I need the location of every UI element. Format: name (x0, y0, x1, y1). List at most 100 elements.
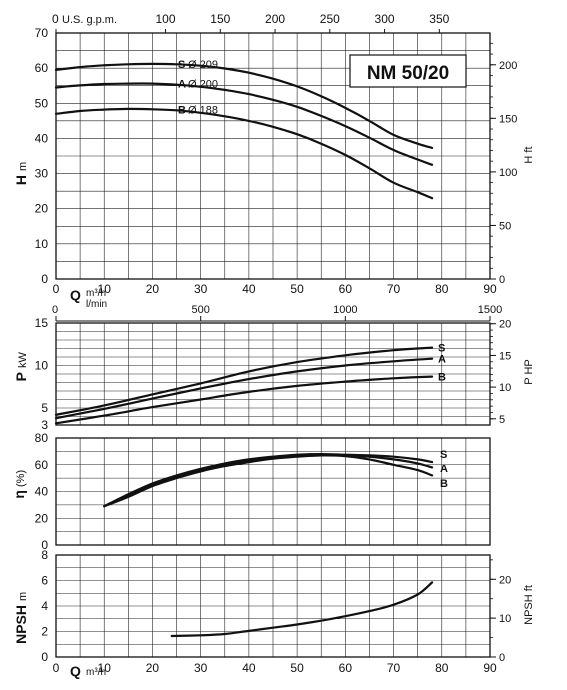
npsh-x-tick-label: 40 (242, 661, 256, 675)
head-ylabel-symbol: H (13, 175, 29, 185)
power-right-tick-label: 10 (499, 382, 511, 394)
model-title: NM 50/20 (367, 63, 449, 84)
npsh-ylabel: NPSH m (13, 592, 29, 644)
head-y-tick-label: 20 (35, 202, 49, 216)
npsh-y-tick-label: 0 (41, 650, 48, 664)
efficiency-ylabel-unit: (%) (15, 470, 27, 487)
lpm-tick-label: 0 (52, 304, 58, 316)
head-right-tick-label: 200 (499, 60, 517, 72)
head-x-tick-label: 70 (387, 282, 401, 296)
head-x-tick-label: 40 (242, 282, 256, 296)
efficiency-ylabel: η (%) (11, 470, 27, 499)
power-curve-letter-A: A (438, 354, 446, 366)
efficiency-y-tick-label: 0 (41, 538, 48, 552)
power-ylabel: P kW (13, 352, 29, 382)
model-title-box (349, 54, 467, 88)
head-y-tick-label: 40 (35, 131, 49, 145)
npsh-x-tick-label: 50 (290, 661, 304, 675)
lpm-tick-label: 500 (191, 304, 209, 316)
head-x-tick-label: 50 (290, 282, 304, 296)
npsh-right-tick-label: 0 (499, 652, 505, 664)
power-curve-letter-B: B (438, 372, 446, 384)
efficiency-y-tick-label: 60 (35, 458, 49, 472)
frame-layer (55, 29, 496, 658)
head-y-tick-label: 70 (35, 26, 49, 40)
power-ylabel-unit: kW (17, 352, 29, 369)
npsh-right-tick-label: 20 (499, 574, 511, 586)
npsh-ylabel-symbol: NPSH (13, 605, 29, 644)
efficiency-curve-letter-A: A (440, 463, 448, 475)
power-right-tick-label: 15 (499, 350, 511, 362)
power-curve-A (54, 357, 434, 420)
lpm-tick-label: 1500 (478, 304, 502, 316)
npsh-x-tick-label: 70 (387, 661, 401, 675)
head-top-tick-label: 200 (265, 12, 285, 26)
head-top-tick-label: 300 (375, 12, 395, 26)
npsh-y-tick-label: 8 (41, 548, 48, 562)
power-y-tick-label: 5 (41, 401, 48, 415)
head-x-tick-label: 20 (146, 282, 160, 296)
npsh-ylabel-unit: m (17, 592, 29, 601)
head-curve-A (54, 82, 434, 166)
head-top-tick-label: 350 (429, 12, 449, 26)
npsh-x-tick-label: 30 (194, 661, 208, 675)
head-curve-letter-S: S (178, 59, 185, 71)
head-x-tick-label: 90 (483, 282, 497, 296)
npsh-x-tick-label: 20 (146, 661, 160, 675)
head-top-tick-label: 250 (320, 12, 340, 26)
efficiency-y-tick-label: 20 (35, 511, 49, 525)
npsh-y-tick-label: 2 (41, 625, 48, 639)
power-right-tick-label: 5 (499, 414, 505, 426)
power-ylabel-symbol: P (13, 372, 29, 381)
efficiency-y-tick-label: 80 (35, 431, 49, 445)
head-y-tick-label: 0 (41, 272, 48, 286)
head-x-tick-label: 0 (53, 282, 60, 296)
head-curve-diameter-S: Ø 209 (188, 59, 218, 71)
head-x-tick-label: 60 (339, 282, 353, 296)
head-curve-S (54, 62, 434, 149)
efficiency-curve-B (103, 454, 434, 508)
efficiency-curve-S (103, 452, 434, 508)
head-ylabel-unit: m (17, 162, 29, 171)
npsh-x-tick-label: 90 (483, 661, 497, 675)
efficiency-y-tick-label: 40 (35, 485, 49, 499)
head-x-tick-label: 30 (194, 282, 208, 296)
head-curve-letter-A: A (178, 79, 186, 91)
head-top-tick-label: 150 (210, 12, 230, 26)
npsh-right-label: NPSH ft (523, 585, 535, 625)
npsh-x-tick-label: 10 (98, 661, 112, 675)
head-ylabel: H m (13, 162, 29, 185)
head-xlabel-unit2: l/min (86, 299, 107, 310)
power-curve-B (54, 375, 434, 425)
head-top-axis-label: U.S. g.p.m. (62, 14, 117, 26)
head-x-tick-label: 10 (98, 282, 112, 296)
power-curve-letter-S: S (438, 343, 445, 355)
head-frame (55, 32, 491, 280)
npsh-frame (55, 554, 491, 658)
npsh-right-tick-label: 10 (499, 613, 511, 625)
efficiency-curve-letter-S: S (440, 449, 447, 461)
head-right-tick-label: 100 (499, 167, 517, 179)
power-curve-S (54, 346, 434, 416)
head-right-label: H ft (523, 146, 535, 163)
head-curve-letter-B: B (178, 104, 186, 116)
npsh-xlabel-unit: m³/h (86, 667, 106, 678)
head-y-tick-label: 10 (35, 237, 49, 251)
head-right-tick-label: 0 (499, 274, 505, 286)
head-xlabel-symbol: Q (70, 287, 81, 303)
power-y-tick-label: 10 (35, 359, 49, 373)
head-xlabel-unit: m³/h (86, 288, 106, 299)
power-y-tick-label: 15 (35, 316, 49, 330)
lpm-tick-label: 1000 (333, 304, 357, 316)
npsh-x-tick-label: 80 (435, 661, 449, 675)
head-top-tick-label: 100 (156, 12, 176, 26)
head-top-tick-label: 0 (52, 12, 59, 26)
power-right-tick-label: 20 (499, 319, 511, 331)
npsh-xlabel-symbol: Q (70, 663, 81, 679)
head-y-tick-label: 50 (35, 96, 49, 110)
npsh-y-tick-label: 4 (41, 599, 48, 613)
power-frame (55, 322, 491, 426)
efficiency-ylabel-symbol: η (11, 490, 27, 499)
